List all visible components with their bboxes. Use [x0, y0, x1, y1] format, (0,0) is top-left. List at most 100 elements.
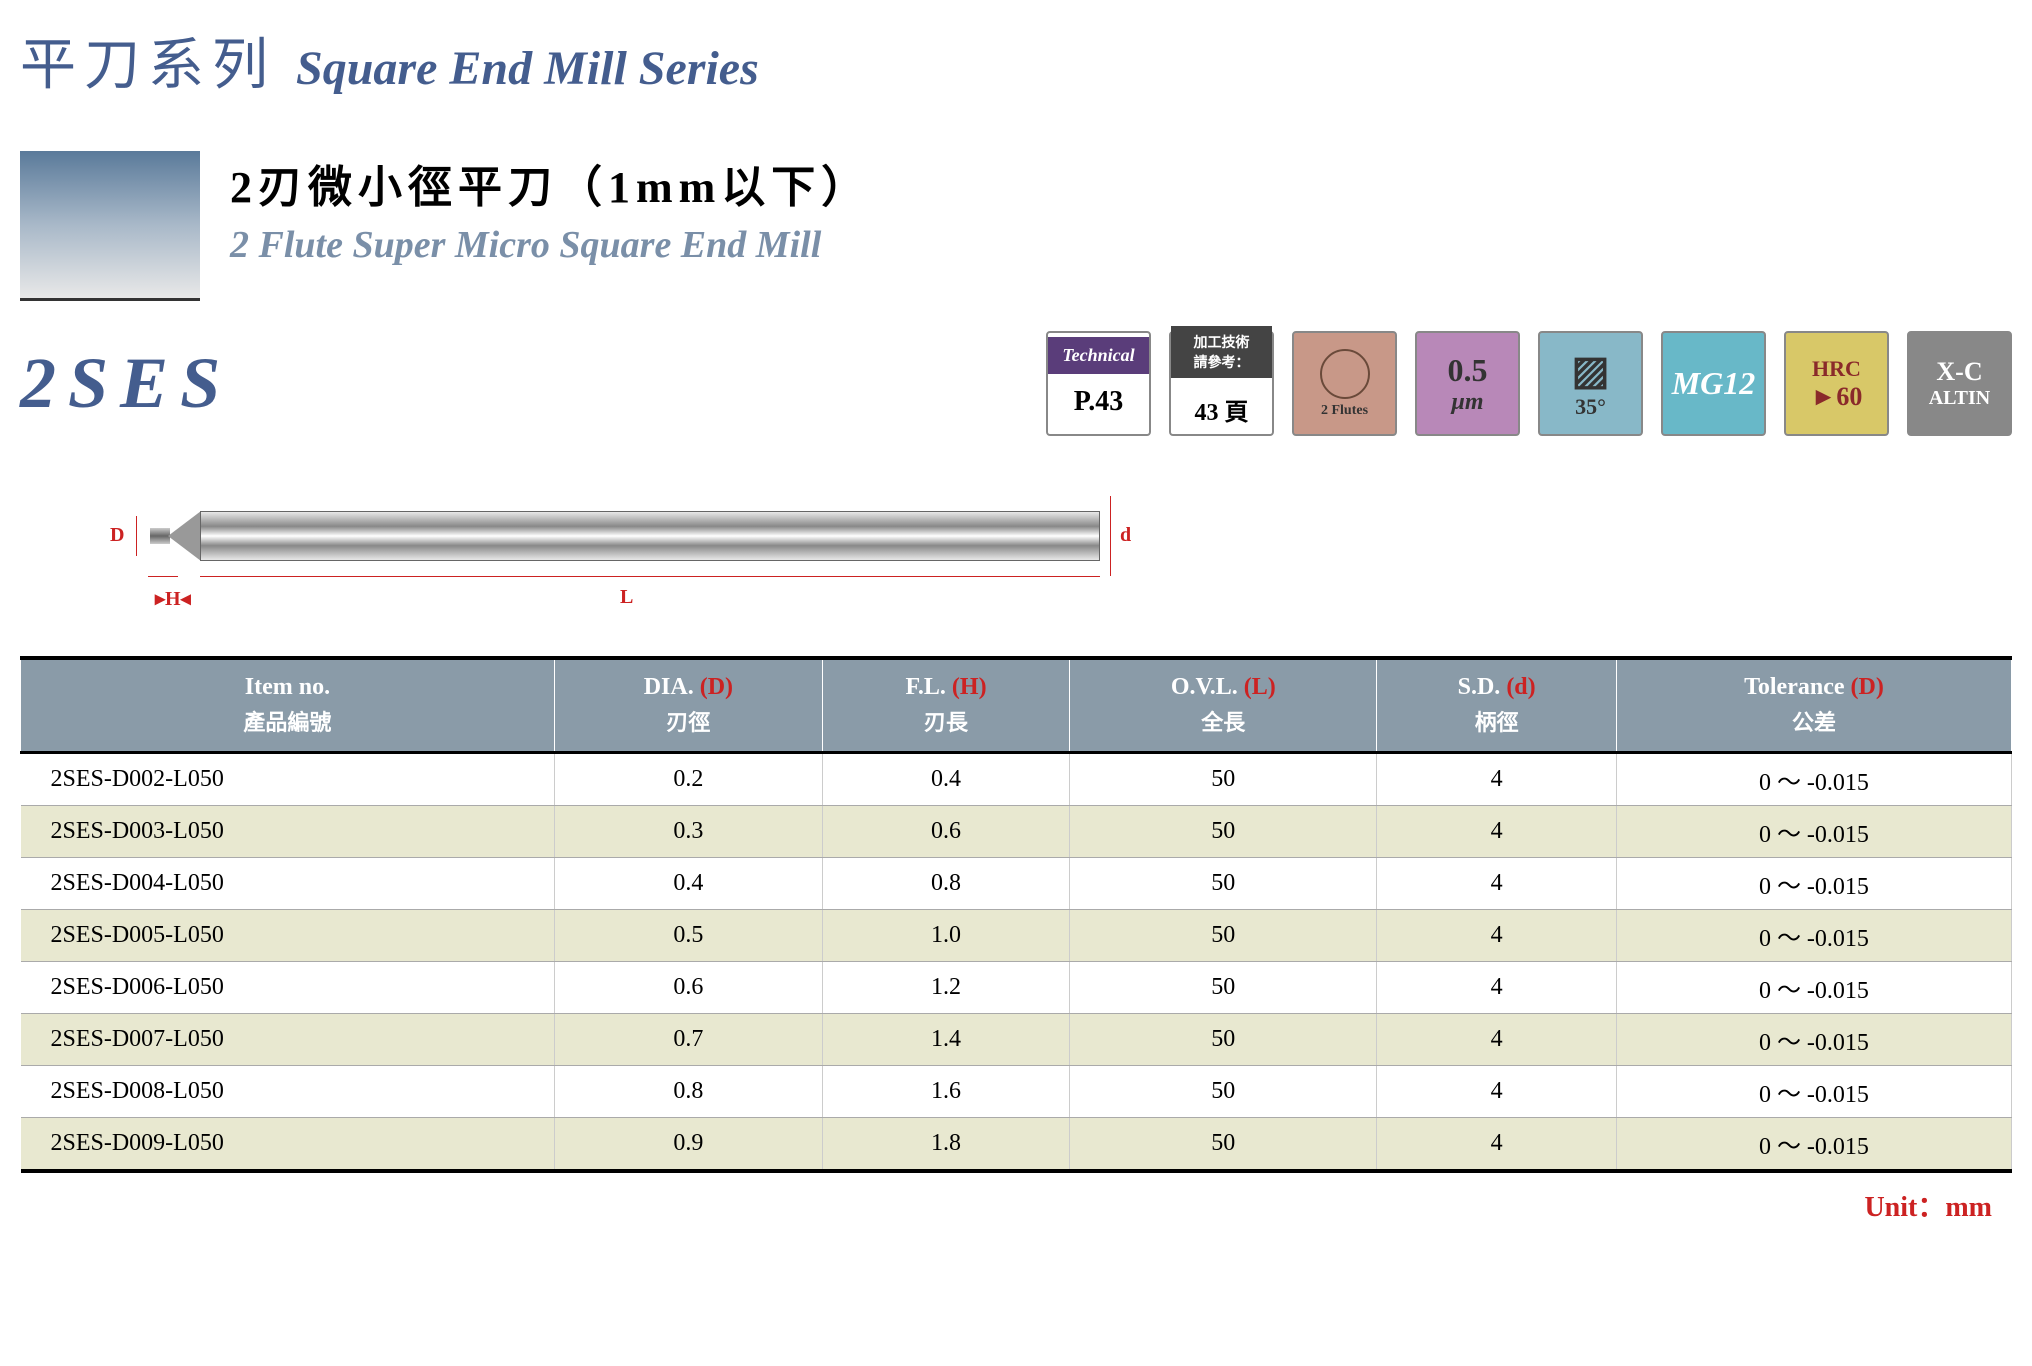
table-cell: 1.6	[822, 1066, 1069, 1118]
table-cell: 1.0	[822, 910, 1069, 962]
badge-hrc-value: ►60	[1811, 382, 1863, 412]
badge-technical-label: Technical	[1048, 337, 1149, 374]
table-cell: 50	[1070, 1014, 1377, 1066]
cn-subtitle: 2刃微小徑平刀（1mm以下）	[230, 151, 2012, 215]
subtitle-section: 2刃微小徑平刀（1mm以下） 2 Flute Super Micro Squar…	[20, 151, 2012, 301]
tool-shank	[200, 511, 1100, 561]
table-cell: 2SES-D006-L050	[21, 962, 555, 1014]
badge-technical-page: P.43	[1074, 374, 1124, 430]
table-cell: 4	[1377, 806, 1616, 858]
tool-tip	[150, 528, 170, 544]
table-cell: 4	[1377, 962, 1616, 1014]
badge-page-ref: 加工技術 請參考： 43 頁	[1169, 331, 1274, 436]
badge-hrc: HRC ►60	[1784, 331, 1889, 436]
table-column-header: O.V.L. (L)全長	[1070, 658, 1377, 753]
dim-line-L	[200, 576, 1100, 577]
badge-micron-value: 0.5	[1448, 352, 1488, 389]
table-cell: 0.3	[554, 806, 822, 858]
badge-page-ref-bottom: 43 頁	[1195, 378, 1249, 441]
table-cell: 2SES-D005-L050	[21, 910, 555, 962]
table-cell: 0.5	[554, 910, 822, 962]
table-cell: 0 ～ -0.015	[1616, 1118, 2011, 1172]
spec-table-head: Item no.產品編號DIA. (D)刃徑F.L. (H)刃長O.V.L. (…	[21, 658, 2012, 753]
table-cell: 50	[1070, 806, 1377, 858]
tool-diagram: D d ▸H◂ L	[120, 476, 1220, 616]
table-cell: 4	[1377, 910, 1616, 962]
table-cell: 0.7	[554, 1014, 822, 1066]
table-cell: 50	[1070, 1066, 1377, 1118]
badge-flutes-text: 2 Flutes	[1321, 403, 1368, 419]
table-cell: 4	[1377, 753, 1616, 806]
table-cell: 2SES-D004-L050	[21, 858, 555, 910]
table-cell: 50	[1070, 962, 1377, 1014]
dim-label-L: L	[620, 586, 633, 609]
table-cell: 0.8	[554, 1066, 822, 1118]
decorative-gradient-box	[20, 151, 200, 301]
table-row: 2SES-D003-L0500.30.65040 ～ -0.015	[21, 806, 2012, 858]
badge-mg: MG12	[1661, 331, 1766, 436]
table-cell: 0.2	[554, 753, 822, 806]
table-cell: 0.4	[554, 858, 822, 910]
en-subtitle: 2 Flute Super Micro Square End Mill	[230, 223, 2012, 267]
table-column-header: S.D. (d)柄徑	[1377, 658, 1616, 753]
badge-hrc-label: HRC	[1812, 356, 1861, 382]
table-row: 2SES-D007-L0500.71.45040 ～ -0.015	[21, 1014, 2012, 1066]
table-cell: 50	[1070, 1118, 1377, 1172]
page-header: 平刀系列 Square End Mill Series	[20, 20, 2012, 101]
angle-icon: ▨	[1572, 347, 1610, 394]
badge-angle: ▨ 35°	[1538, 331, 1643, 436]
spec-table-body: 2SES-D002-L0500.20.45040 ～ -0.0152SES-D0…	[21, 753, 2012, 1172]
table-cell: 1.2	[822, 962, 1069, 1014]
badge-flutes: 2 Flutes	[1292, 331, 1397, 436]
badge-coating-type: ALTIN	[1929, 387, 1991, 410]
dim-arrow-d	[1110, 496, 1112, 576]
table-column-header: Item no.產品編號	[21, 658, 555, 753]
badge-angle-value: 35°	[1575, 394, 1606, 420]
flutes-icon	[1320, 349, 1370, 399]
table-cell: 0 ～ -0.015	[1616, 1014, 2011, 1066]
badge-technical: Technical P.43	[1046, 331, 1151, 436]
dim-label-H: ▸H◂	[155, 586, 191, 611]
table-cell: 50	[1070, 753, 1377, 806]
tool-taper	[168, 511, 201, 561]
en-main-title: Square End Mill Series	[296, 41, 759, 96]
table-column-header: F.L. (H)刃長	[822, 658, 1069, 753]
spec-table-header-row: Item no.產品編號DIA. (D)刃徑F.L. (H)刃長O.V.L. (…	[21, 658, 2012, 753]
unit-label: Unit：mm	[20, 1185, 2012, 1225]
badge-page-ref-top: 加工技術 請參考：	[1171, 326, 1272, 378]
cn-main-title: 平刀系列	[20, 20, 276, 101]
table-row: 2SES-D006-L0500.61.25040 ～ -0.015	[21, 962, 2012, 1014]
table-cell: 2SES-D009-L050	[21, 1118, 555, 1172]
table-cell: 1.4	[822, 1014, 1069, 1066]
table-cell: 1.8	[822, 1118, 1069, 1172]
product-code-row: 2SES Technical P.43 加工技術 請參考： 43 頁 2 Flu…	[20, 331, 2012, 436]
table-cell: 0 ～ -0.015	[1616, 753, 2011, 806]
table-cell: 0.4	[822, 753, 1069, 806]
table-cell: 4	[1377, 858, 1616, 910]
table-row: 2SES-D008-L0500.81.65040 ～ -0.015	[21, 1066, 2012, 1118]
badge-coating-code: X-C	[1936, 357, 1982, 387]
dim-line-H	[148, 576, 178, 577]
badge-coating: X-C ALTIN	[1907, 331, 2012, 436]
dim-label-D: D	[110, 524, 124, 547]
badge-strip: Technical P.43 加工技術 請參考： 43 頁 2 Flutes 0…	[1046, 331, 2012, 436]
table-cell: 0.6	[554, 962, 822, 1014]
table-cell: 4	[1377, 1118, 1616, 1172]
table-cell: 2SES-D008-L050	[21, 1066, 555, 1118]
table-cell: 0.6	[822, 806, 1069, 858]
table-cell: 0 ～ -0.015	[1616, 806, 2011, 858]
table-cell: 2SES-D007-L050	[21, 1014, 555, 1066]
table-row: 2SES-D004-L0500.40.85040 ～ -0.015	[21, 858, 2012, 910]
table-cell: 0.9	[554, 1118, 822, 1172]
badge-mg-label: MG12	[1672, 365, 1756, 402]
table-cell: 4	[1377, 1014, 1616, 1066]
table-cell: 50	[1070, 858, 1377, 910]
dim-label-d-small: d	[1120, 524, 1131, 547]
table-cell: 4	[1377, 1066, 1616, 1118]
table-row: 2SES-D002-L0500.20.45040 ～ -0.015	[21, 753, 2012, 806]
table-column-header: Tolerance (D)公差	[1616, 658, 2011, 753]
dim-arrow-D	[136, 516, 138, 556]
subtitle-text-block: 2刃微小徑平刀（1mm以下） 2 Flute Super Micro Squar…	[230, 151, 2012, 267]
table-cell: 0 ～ -0.015	[1616, 962, 2011, 1014]
table-column-header: DIA. (D)刃徑	[554, 658, 822, 753]
